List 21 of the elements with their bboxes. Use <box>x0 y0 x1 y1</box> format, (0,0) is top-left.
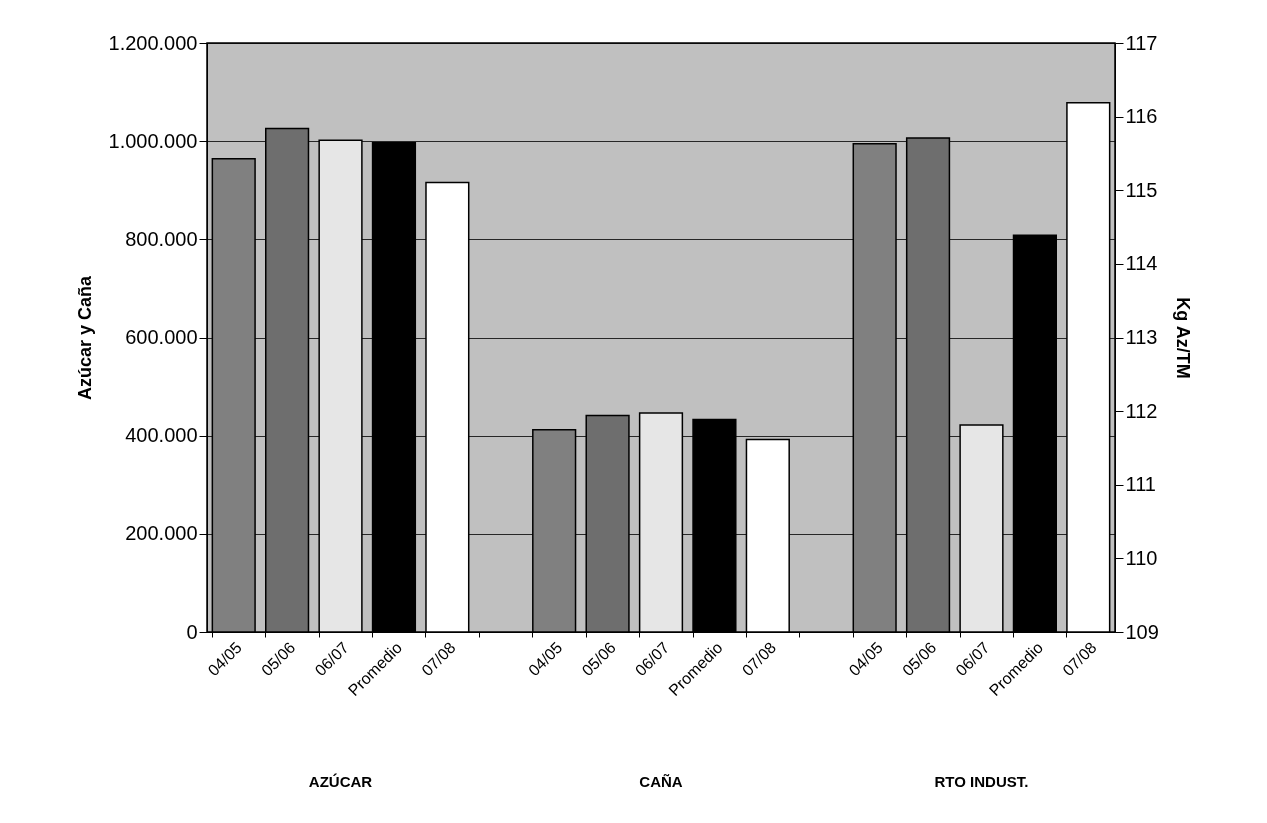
y-tick-label: 1.000.000 <box>108 129 198 152</box>
y2-tick-label: 113 <box>1125 326 1158 348</box>
text: RTO INDUST. <box>934 773 1029 790</box>
text: CAÑA <box>639 773 683 790</box>
y-tick-label: 600.000 <box>125 326 198 348</box>
y2-tick-label: 112 <box>1125 399 1158 422</box>
y2-tick-label: 111 <box>1125 473 1156 496</box>
y2-tick-label: 117 <box>1125 31 1158 54</box>
y2-tick-label: 115 <box>1125 178 1158 201</box>
y-tick-label: 400.000 <box>125 424 198 447</box>
y2-tick-label: 114 <box>1125 252 1158 275</box>
y-tick-label: 1.200.000 <box>108 31 198 54</box>
y-tick-label: 0 <box>186 620 198 643</box>
text: AZÚCAR <box>308 773 373 790</box>
y2-tick-label: 110 <box>1125 546 1158 569</box>
y2-axis-title: Kg Az/TM <box>1172 297 1193 379</box>
y-axis-title: Azúcar y Caña <box>74 274 95 401</box>
y2-tick-label: 109 <box>1125 620 1159 643</box>
y-tick-label: 200.000 <box>125 522 198 545</box>
y-tick-label: 800.000 <box>125 227 198 250</box>
y2-tick-label: 116 <box>1125 105 1158 128</box>
